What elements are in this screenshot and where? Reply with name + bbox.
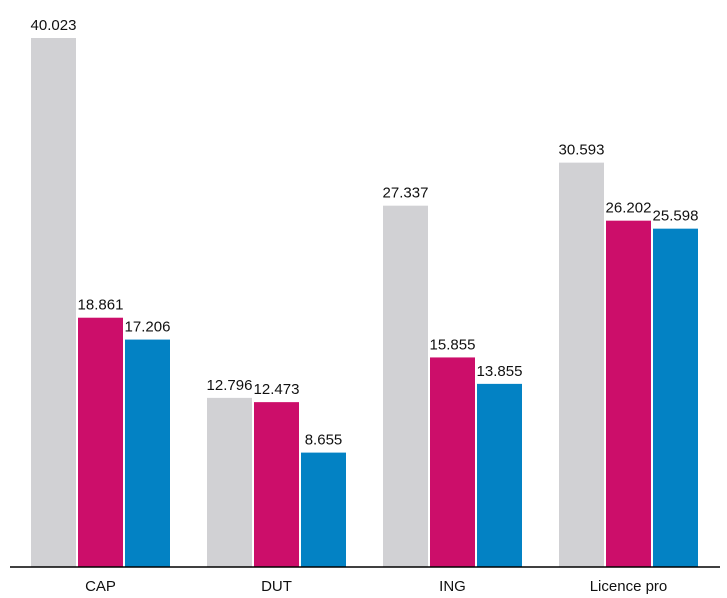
bar	[477, 383, 522, 567]
value-label: 26.202	[606, 200, 652, 217]
bar	[430, 357, 475, 567]
value-label: 12.796	[207, 377, 253, 394]
value-label: 27.337	[383, 185, 429, 202]
value-label: 17.206	[125, 319, 171, 336]
x-tick-label: CAP	[85, 578, 116, 595]
value-label: 8.655	[305, 432, 343, 449]
x-tick-label: DUT	[261, 578, 292, 595]
value-label: 40.023	[31, 17, 77, 34]
bar	[254, 402, 299, 567]
bar	[653, 228, 698, 567]
value-label: 13.855	[477, 363, 523, 380]
bar	[559, 162, 604, 567]
value-label: 25.598	[653, 208, 699, 225]
bar	[207, 397, 252, 567]
value-label: 12.473	[254, 381, 300, 398]
bar	[31, 38, 76, 567]
value-label: 18.861	[78, 297, 124, 314]
bar	[383, 205, 428, 567]
value-label: 15.855	[430, 336, 476, 353]
x-tick-label: ING	[439, 578, 466, 595]
bar	[301, 452, 346, 567]
value-label: 30.593	[559, 142, 605, 159]
bar	[606, 220, 651, 568]
bar	[125, 339, 170, 567]
bar	[78, 317, 123, 567]
x-tick-label: Licence pro	[590, 578, 668, 595]
